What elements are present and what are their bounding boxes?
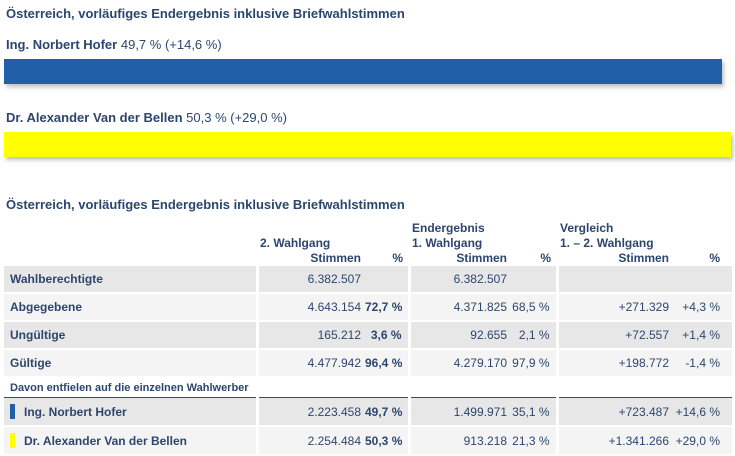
cell: +72.557 (555, 321, 673, 350)
candidate-row: Ing. Norbert Hofer 2.223.458 49,7 % 1.499.9… (4, 397, 732, 427)
cell: 35,1 % (511, 397, 557, 427)
cell: 2.254.484 (255, 426, 365, 456)
cell: +4,3 % (673, 293, 732, 322)
section-label: Davon entfielen auf die einzelnen Wahlwe… (4, 377, 732, 398)
table-body: Wahlberechtigte 6.382.507 6.382.507 Abgegeb… (4, 266, 732, 456)
cell (511, 266, 557, 294)
cell: +1,4 % (673, 321, 732, 350)
row-label: Wahlberechtigte (4, 266, 257, 294)
cell: +29,0 % (673, 426, 732, 456)
header-row-group-line1: Endergebnis Vergleich (4, 221, 732, 236)
header-row-group-line2: 2. Wahlgang 1. Wahlgang 1. – 2. Wahlgang (4, 236, 732, 251)
candidate-row: Dr. Alexander Van der Bellen 2.254.484 50,… (4, 426, 732, 456)
cell: 1.499.971 (407, 397, 511, 427)
header-group3-line2: 1. – 2. Wahlgang (557, 236, 732, 251)
header-stimmen-1: Stimmen (257, 251, 365, 266)
header-group2-line1: Endergebnis (409, 221, 557, 236)
cell (555, 266, 673, 294)
candidate-value: 49,7 % (+14,6 %) (120, 37, 222, 52)
cell: 21,3 % (511, 426, 557, 456)
cell: 913.218 (407, 426, 511, 456)
table-row: Abgegebene 4.643.154 72,7 % 4.371.825 68,5 %… (4, 293, 732, 322)
candidate-name: Ing. Norbert Hofer (6, 37, 118, 52)
results-table-section: Österreich, vorläufiges Endergebnis inkl… (4, 197, 732, 456)
row-label: Ungültige (4, 321, 257, 350)
row-label: Abgegebene (4, 293, 257, 322)
row-label: Dr. Alexander Van der Bellen (4, 426, 257, 456)
header-stimmen-2: Stimmen (409, 251, 511, 266)
header-stimmen-3: Stimmen (557, 251, 673, 266)
cell: +723.487 (555, 397, 673, 427)
cell: 6.382.507 (255, 266, 365, 294)
header-group3-line1: Vergleich (557, 221, 732, 236)
header-group2-line2: 1. Wahlgang (409, 236, 557, 251)
cell: +271.329 (555, 293, 673, 322)
table-header: Endergebnis Vergleich 2. Wahlgang 1. Wah… (4, 221, 732, 266)
header-group1-line2: 2. Wahlgang (257, 236, 409, 251)
cell (673, 266, 732, 294)
cell: 96,4 % (365, 349, 409, 378)
header-percent-1: % (365, 251, 409, 266)
header-empty (4, 236, 257, 251)
cell: 6.382.507 (407, 266, 511, 294)
cell: 4.371.825 (407, 293, 511, 322)
cell: 4.279.170 (407, 349, 511, 378)
cell: 97,9 % (511, 349, 557, 378)
cell: 50,3 % (365, 426, 409, 456)
chart-title: Österreich, vorläufiges Endergebnis inkl… (6, 6, 405, 21)
cell: 49,7 % (365, 397, 409, 427)
cell: +198.772 (555, 349, 673, 378)
candidate-name: Dr. Alexander Van der Bellen (24, 434, 187, 448)
cell: 68,5 % (511, 293, 557, 322)
cell: 92.655 (407, 321, 511, 350)
bar-row: Dr. Alexander Van der Bellen 50,3 % (+29… (4, 110, 731, 157)
cell: 165.212 (255, 321, 365, 350)
candidate-color-swatch (10, 433, 15, 448)
cell: 2.223.458 (255, 397, 365, 427)
bars: Ing. Norbert Hofer 49,7 % (+14,6 %) Dr. A… (4, 37, 731, 157)
result-bar (4, 132, 731, 157)
header-group1-line1 (257, 221, 409, 236)
candidate-name: Dr. Alexander Van der Bellen (6, 110, 183, 125)
bar-row: Ing. Norbert Hofer 49,7 % (+14,6 %) (4, 37, 731, 84)
header-empty (4, 221, 257, 236)
cell: 4.477.942 (255, 349, 365, 378)
table-title: Österreich, vorläufiges Endergebnis inkl… (6, 197, 405, 212)
cell: -1,4 % (673, 349, 732, 378)
table-row: Gültige 4.477.942 96,4 % 4.279.170 97,9 % +19… (4, 349, 732, 378)
bar-label: Dr. Alexander Van der Bellen 50,3 % (+29… (4, 110, 731, 126)
cell: +1.341.266 (555, 426, 673, 456)
header-row-subcolumns: Stimmen % Stimmen % Stimmen % (4, 251, 732, 266)
cell: 72,7 % (365, 293, 409, 322)
section-row: Davon entfielen auf die einzelnen Wahlwe… (4, 377, 732, 398)
table-row: Ungültige 165.212 3,6 % 92.655 2,1 % +72.557 +… (4, 321, 732, 350)
header-percent-2: % (511, 251, 557, 266)
candidate-name: Ing. Norbert Hofer (24, 405, 127, 419)
bar-chart-section: Österreich, vorläufiges Endergebnis inkl… (4, 6, 731, 157)
result-bar (4, 59, 723, 84)
header-empty (4, 251, 257, 266)
cell: 4.643.154 (255, 293, 365, 322)
cell: 3,6 % (365, 321, 409, 350)
results-table: Endergebnis Vergleich 2. Wahlgang 1. Wah… (4, 221, 732, 456)
table-row: Wahlberechtigte 6.382.507 6.382.507 (4, 266, 732, 294)
bar-label: Ing. Norbert Hofer 49,7 % (+14,6 %) (4, 37, 731, 53)
candidate-value: 50,3 % (+29,0 %) (186, 110, 287, 125)
row-label: Ing. Norbert Hofer (4, 397, 257, 427)
cell (365, 266, 409, 294)
header-percent-3: % (673, 251, 732, 266)
cell: 2,1 % (511, 321, 557, 350)
row-label: Gültige (4, 349, 257, 378)
cell: +14,6 % (673, 397, 732, 427)
candidate-color-swatch (10, 404, 15, 419)
